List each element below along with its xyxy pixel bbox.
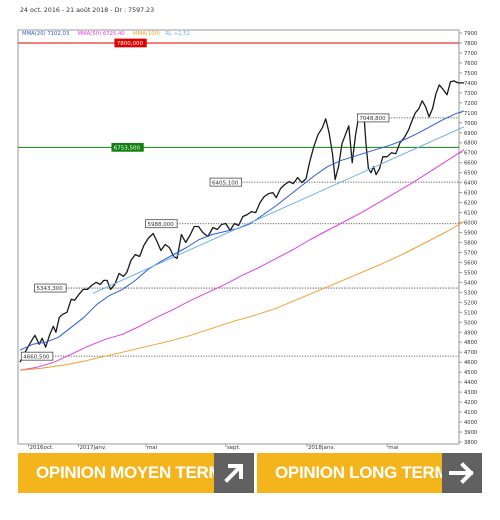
arrow-right-icon — [442, 453, 482, 493]
y-tick-label: 7200 — [464, 101, 477, 107]
series-line-rl — [92, 126, 465, 294]
y-tick-label: 7900 — [464, 31, 477, 37]
y-tick-label: 4500 — [464, 370, 477, 376]
level-label-box — [114, 38, 147, 48]
opinion-long-terme-button[interactable]: OPINION LONG TERME — [257, 453, 482, 493]
level-label: 5988,000 — [148, 222, 175, 228]
series — [19, 80, 465, 371]
y-tick-label: 7400 — [464, 81, 477, 87]
y-tick-label: 7100 — [464, 111, 477, 117]
y-tick-label: 4600 — [464, 360, 477, 366]
y-tick-label: 4900 — [464, 330, 477, 336]
x-tick-label: 2016oct. — [30, 445, 55, 451]
legend-entry: RL +1,52 — [165, 31, 190, 37]
y-tick-label: 4800 — [464, 340, 477, 346]
y-tick-label: 7800 — [464, 41, 477, 47]
level-label-box — [209, 177, 242, 187]
y-tick-label: 4200 — [464, 400, 477, 406]
level-label-box — [356, 113, 390, 123]
y-tick-label: 5000 — [464, 320, 477, 326]
y-tick-label: 5100 — [464, 310, 477, 316]
opinion-bar: OPINION MOYEN TERME OPINION LONG TERME — [0, 453, 500, 493]
level-label: 6405,100 — [212, 180, 239, 186]
x-tick-label: 2017janv. — [79, 445, 106, 451]
price-chart: 3800 3900 4000 4100 4200 4300 4400 4500 4600 4700… — [17, 6, 477, 451]
y-tick-label: 4000 — [464, 420, 477, 426]
y-tick-label: 3900 — [464, 430, 477, 436]
y-tick-label: 3800 — [464, 440, 477, 446]
y-tick-label: 7500 — [464, 71, 477, 77]
y-tick-label: 4100 — [464, 410, 477, 416]
y-tick-label: 7700 — [464, 51, 477, 57]
y-tick-label: 7000 — [464, 121, 477, 127]
x-axis: 2016oct. 2017janv. mai sept. 2018janv. mai — [28, 444, 399, 451]
series-line-mma100 — [19, 221, 465, 371]
opinion-long-terme-label: OPINION LONG TERME — [275, 463, 460, 482]
y-tick-label: 6200 — [464, 201, 477, 207]
arrow-up-right-icon — [214, 453, 254, 493]
y-tick-label: 5800 — [464, 240, 477, 246]
series-line-mma50 — [19, 149, 465, 371]
x-tick-label: mai — [388, 445, 399, 451]
y-tick-label: 6100 — [464, 211, 477, 217]
y-tick-label: 4700 — [464, 350, 477, 356]
legend-entry: MMA(50) 6725,40 — [78, 31, 126, 37]
legend-entry: MMA(20) 7102,03 — [22, 31, 69, 37]
y-tick-label: 5300 — [464, 290, 477, 296]
opinion-moyen-terme-label: OPINION MOYEN TERME — [36, 463, 234, 482]
x-tick-label: 2018janv. — [308, 445, 335, 451]
y-tick-label: 6400 — [464, 181, 477, 187]
y-tick-label: 7300 — [464, 91, 477, 97]
y-tick-label: 6600 — [464, 161, 477, 167]
level-labels: 7800,000 6753,500 7048,800 6405,100 5988,000… — [20, 38, 390, 361]
y-tick-label: 6300 — [464, 191, 477, 197]
y-tick-label: 6000 — [464, 221, 477, 227]
level-label-box — [20, 351, 54, 361]
y-tick-label: 4300 — [464, 390, 477, 396]
y-tick-label: 6900 — [464, 131, 477, 137]
opinion-moyen-terme-button[interactable]: OPINION MOYEN TERME — [18, 453, 254, 493]
legend-entry: MMA(100) — [133, 31, 160, 37]
y-tick-label: 6500 — [464, 171, 477, 177]
y-tick-label: 5200 — [464, 300, 477, 306]
x-tick-label: sept. — [227, 445, 241, 451]
legend: MMA(20) 7102,03 MMA(50) 6725,40 MMA(100) RL… — [22, 31, 190, 37]
series-line-mma20 — [19, 110, 465, 351]
level-label-box — [145, 219, 178, 229]
y-tick-label: 5700 — [464, 250, 477, 256]
level-label: 5343,300 — [37, 286, 64, 292]
level-label: 7800,000 — [117, 41, 144, 47]
level-label: 6753,500 — [114, 146, 141, 152]
y-tick-label: 5600 — [464, 260, 477, 266]
series-line-price — [19, 80, 465, 363]
chart-title: 24 oct. 2016 - 21 août 2018 - Dr : 7597.… — [20, 6, 154, 14]
y-tick-label: 6700 — [464, 151, 477, 157]
level-label-box — [34, 283, 67, 293]
level-label-box — [111, 143, 144, 152]
y-axis: 3800 3900 4000 4100 4200 4300 4400 4500 4600 4700… — [459, 31, 477, 446]
y-tick-label: 7600 — [464, 61, 477, 67]
y-tick-label: 5400 — [464, 280, 477, 286]
x-tick-label: mai — [147, 445, 158, 451]
level-label: 7048,800 — [359, 116, 386, 122]
level-label: 4660,500 — [23, 354, 50, 360]
y-tick-label: 4400 — [464, 380, 477, 386]
y-tick-label: 6800 — [464, 141, 477, 147]
y-tick-label: 5900 — [464, 231, 477, 237]
y-tick-label: 5500 — [464, 270, 477, 276]
